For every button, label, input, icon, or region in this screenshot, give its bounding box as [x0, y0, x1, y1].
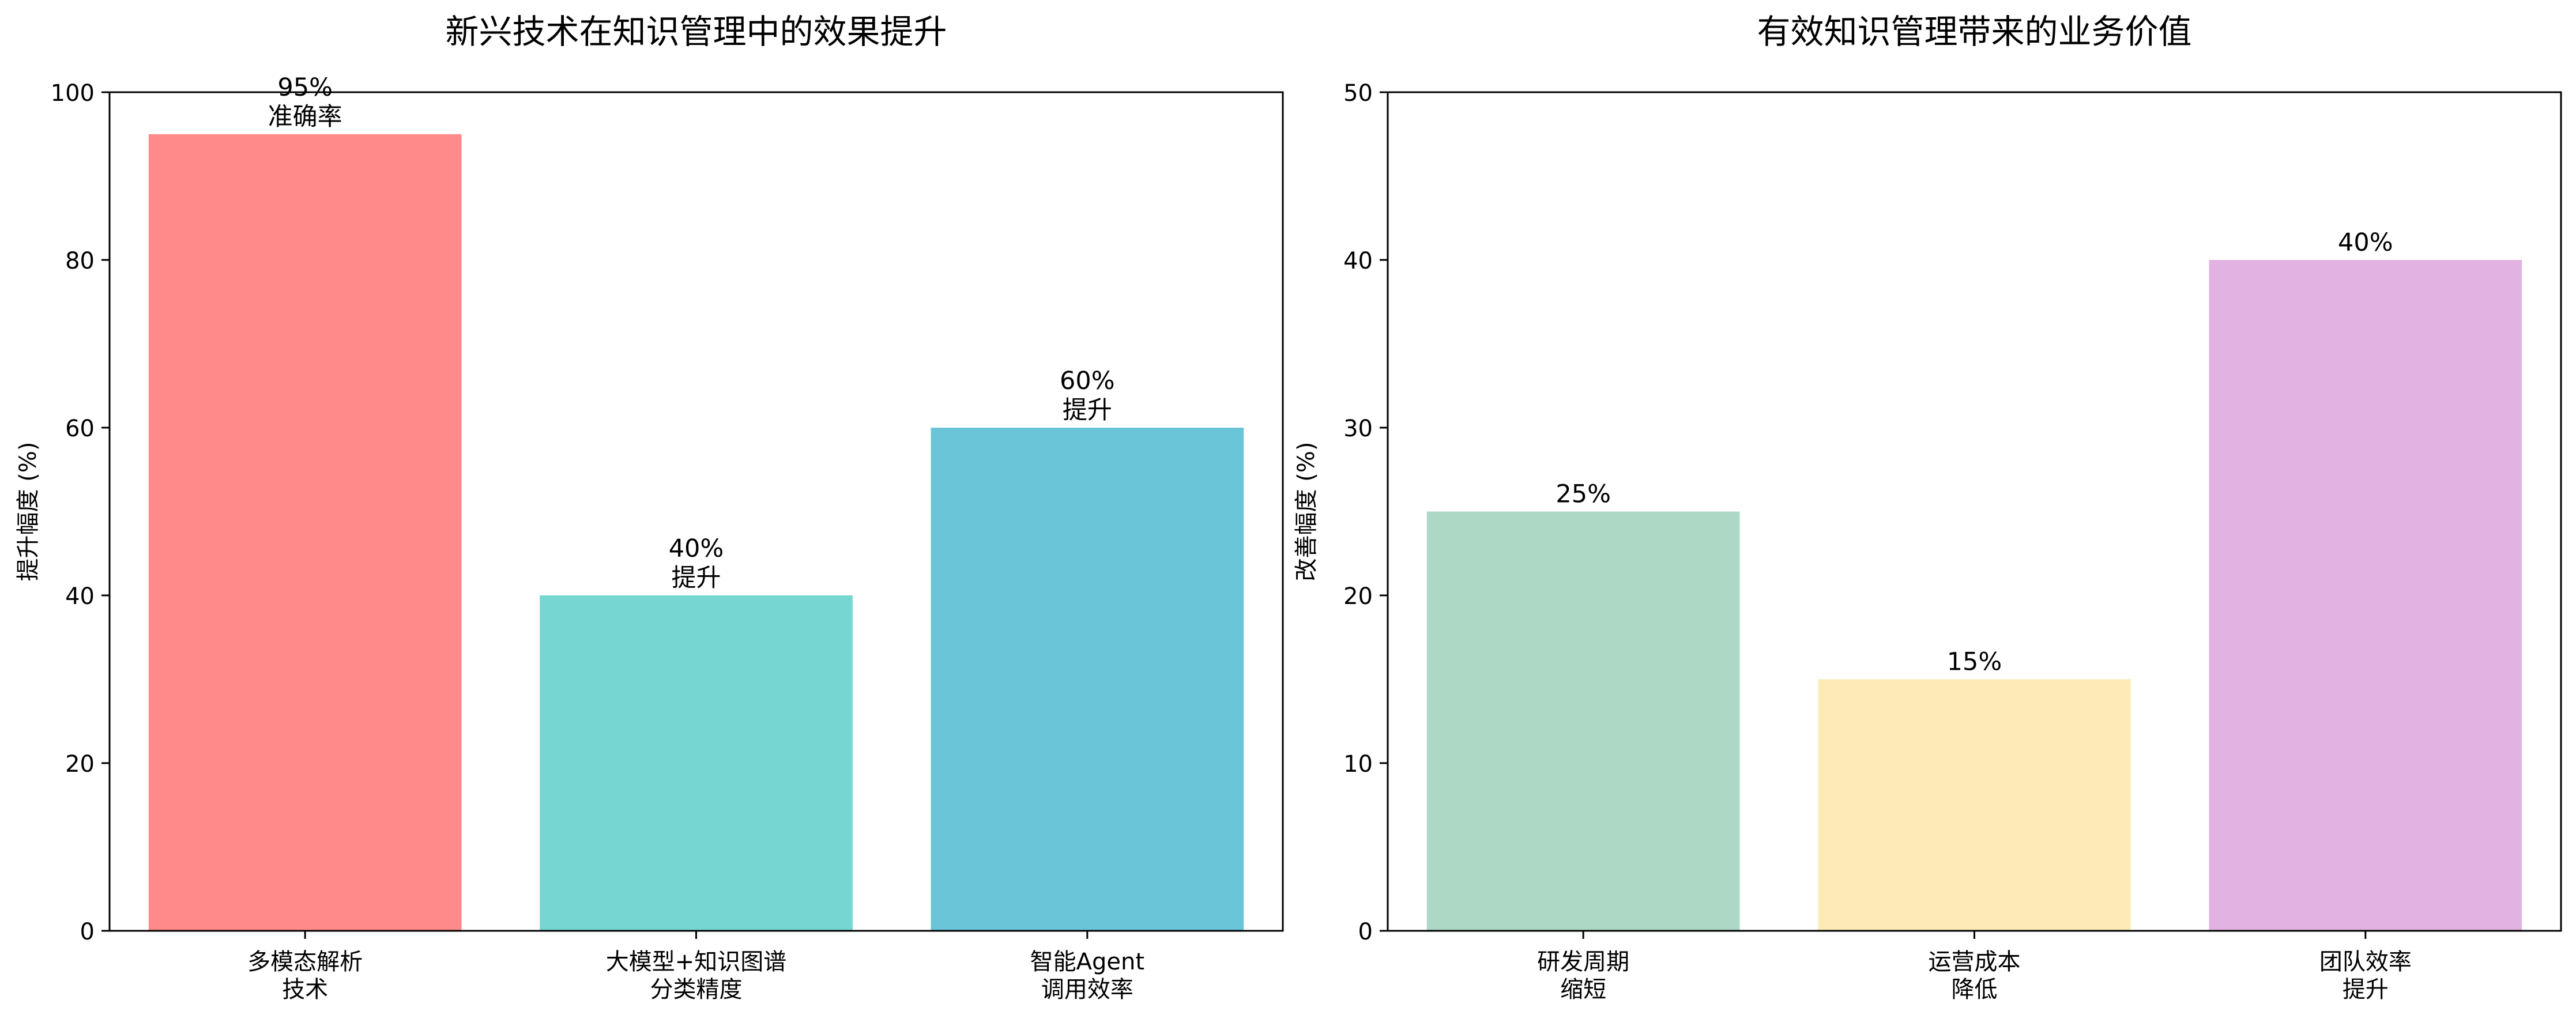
bar-value-label: 40%: [2338, 228, 2393, 257]
bar-0: [1426, 511, 1740, 931]
bar-value-label: 60%: [1060, 367, 1115, 395]
x-tick-label: 智能Agent: [1030, 949, 1144, 975]
bar-value-label: 25%: [1556, 480, 1611, 509]
x-tick-label: 缩短: [1560, 976, 1606, 1003]
y-tick-label: 0: [80, 919, 95, 945]
x-tick-label: 多模态解析: [247, 949, 363, 975]
x-tick-label: 调用效率: [1041, 976, 1133, 1003]
bar-value-label: 提升: [1063, 396, 1112, 425]
y-tick-label: 50: [1343, 80, 1373, 107]
bar-0: [148, 134, 462, 931]
y-tick-label: 10: [1343, 751, 1373, 778]
y-axis-label: 改善幅度 (%): [1293, 442, 1320, 582]
bar-2: [931, 428, 1244, 931]
x-tick-label: 团队效率: [2319, 949, 2412, 975]
y-tick-label: 60: [65, 416, 95, 442]
x-tick-label: 大模型+知识图谱: [606, 949, 787, 975]
y-tick-label: 80: [65, 248, 95, 274]
x-tick-label: 分类精度: [650, 976, 743, 1003]
chart-title: 有效知识管理带来的业务价值: [1757, 12, 2191, 51]
y-tick-label: 40: [1343, 248, 1373, 274]
x-tick-label: 技术: [282, 976, 328, 1003]
bar-1: [540, 595, 853, 931]
x-tick-label: 研发周期: [1537, 949, 1629, 975]
x-tick-label: 运营成本: [1929, 949, 2021, 975]
x-tick-label: 降低: [1952, 976, 1998, 1003]
bar-value-label: 准确率: [268, 103, 342, 131]
x-tick-label: 提升: [2342, 976, 2389, 1003]
bar-2: [2209, 260, 2522, 931]
y-tick-label: 20: [65, 751, 95, 778]
y-tick-label: 20: [1343, 583, 1373, 610]
bar-value-label: 95%: [277, 73, 333, 102]
y-tick-label: 100: [51, 80, 95, 107]
bar-value-label: 15%: [1947, 648, 2002, 677]
chart-title: 新兴技术在知识管理中的效果提升: [445, 12, 947, 51]
bar-value-label: 40%: [669, 534, 724, 563]
y-tick-label: 30: [1343, 416, 1373, 442]
bar-value-label: 提升: [672, 564, 721, 592]
y-tick-label: 0: [1358, 919, 1373, 945]
y-axis-label: 提升幅度 (%): [15, 442, 42, 582]
bar-1: [1818, 679, 2131, 931]
y-tick-label: 40: [65, 583, 95, 610]
